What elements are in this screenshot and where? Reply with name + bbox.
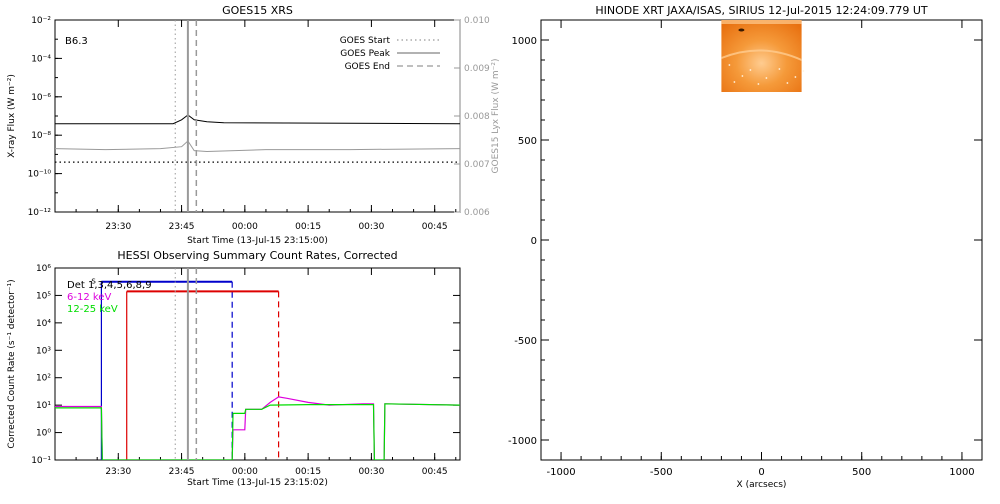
goes-series-group (55, 20, 460, 212)
goes-x-tick-label: 00:00 (232, 222, 258, 232)
xrt-title: HINODE XRT JAXA/ISAS, SIRIUS 12-Jul-2015… (595, 4, 928, 17)
xrt-y-tick-label: -500 (514, 336, 537, 347)
xrt-image-bright-point (765, 77, 768, 79)
xrt-image-bright-point (749, 69, 752, 71)
hessi-y-tick-label: 10⁵ (36, 291, 51, 301)
hessi-y-tick-label: 10⁴ (36, 319, 51, 329)
goes-y-right-tick-label: 0.009 (464, 64, 490, 74)
xrt-y-tick-label: 500 (518, 136, 537, 147)
xrt-image-bright-point (757, 83, 760, 85)
xrt-x-axis-label: X (arcsecs) (737, 480, 787, 490)
hessi-series-line (55, 396, 460, 460)
xrt-image-bright-point (741, 75, 744, 77)
goes-y-tick-label: 10⁻¹⁰ (28, 170, 52, 180)
xrt-image-bright-edge (721, 20, 802, 24)
goes-legend-label: GOES End (345, 62, 390, 72)
xrt-dark-spot (738, 28, 745, 32)
hessi-series-group (55, 268, 460, 460)
xrt-x-tick-label: 1000 (949, 467, 974, 478)
goes-title: GOES15 XRS (222, 4, 293, 17)
xrt-y-tick-label: -1000 (508, 436, 537, 447)
xrt-x-tick-label: -1000 (547, 467, 576, 478)
hessi-y-tick-label: 10⁶ (36, 264, 51, 274)
hessi-span-tag: S (91, 278, 96, 286)
hessi-y-tick-label: 10¹ (36, 401, 51, 411)
hessi-y-tick-label: 10⁰ (36, 429, 51, 439)
goes-x-axis-label: Start Time (13-Jul-15 23:15:00) (187, 236, 328, 246)
goes-x-tick-label: 23:30 (105, 222, 131, 232)
goes-y-right-tick-label: 0.006 (464, 208, 490, 218)
hessi-x-tick-label: 23:45 (169, 467, 195, 477)
hessi-legend-label: Det 1,3,4,5,6,8,9 (67, 280, 152, 291)
xrt-image-bright-point (794, 76, 797, 78)
xrt-x-tick-label: -500 (650, 467, 673, 478)
hessi-y-tick-label: 10³ (36, 346, 51, 356)
hessi-y-tick-label: 10² (36, 374, 51, 384)
xrt-y-tick-label: 0 (531, 236, 537, 247)
hessi-x-tick-label: 00:30 (358, 467, 384, 477)
xrt-limb-arc (721, 49, 803, 61)
goes-flare-class-label: B6.3 (65, 36, 88, 47)
xrt-image-bright-point (778, 68, 781, 70)
xrt-image-bright-point (728, 64, 731, 66)
goes-x-tick-label: 00:45 (422, 222, 448, 232)
goes-y-right-axis-label: GOES15 Lyx Flux (W m⁻²) (491, 59, 501, 174)
xrt-x-tick-label: 0 (758, 467, 764, 478)
goes-y-tick-label: 10⁻⁸ (31, 131, 51, 141)
xrt-image-bright-point (786, 82, 789, 84)
hessi-title: HESSI Observing Summary Count Rates, Cor… (117, 249, 397, 262)
goes-y-tick-label: 10⁻⁴ (31, 54, 51, 64)
goes-y-tick-label: 10⁻⁶ (31, 93, 51, 103)
goes-y-right-tick-label: 0.008 (464, 112, 490, 122)
hessi-series-line (55, 403, 460, 460)
goes-series-line (55, 114, 460, 125)
goes-y-axis-label: X-ray Flux (W m⁻²) (7, 74, 17, 158)
hessi-y-tick-label: 10⁻¹ (31, 456, 51, 466)
hessi-x-tick-label: 00:15 (295, 467, 321, 477)
goes-x-tick-label: 00:30 (358, 222, 384, 232)
goes-x-tick-label: 00:15 (295, 222, 321, 232)
goes-y-tick-label: 10⁻¹² (28, 208, 52, 218)
xrt-image (721, 20, 802, 92)
xrt-image-bright-point (802, 70, 805, 72)
hessi-x-tick-label: 00:45 (422, 467, 448, 477)
hessi-x-tick-label: 23:30 (105, 467, 131, 477)
xrt-x-tick-label: 500 (852, 467, 871, 478)
goes-legend-label: GOES Start (340, 36, 391, 46)
hessi-legend-label: 6-12 keV (67, 292, 111, 303)
hessi-y-axis-label: Corrected Count Rate (s⁻¹ detector⁻¹) (7, 279, 17, 448)
goes-x-tick-label: 23:45 (169, 222, 195, 232)
hessi-x-axis-label: Start Time (13-Jul-15 23:15:02) (187, 478, 328, 488)
xrt-image-bright-point (733, 81, 736, 83)
hessi-legend-label: 12-25 keV (67, 304, 118, 315)
hessi-x-tick-label: 00:00 (232, 467, 258, 477)
xrt-y-tick-label: 1000 (512, 36, 537, 47)
goes-series-line (55, 140, 460, 153)
hessi-plot-frame (54, 267, 461, 461)
goes-legend-label: GOES Peak (340, 49, 390, 59)
goes-plot-frame (54, 19, 461, 213)
goes-y-right-tick-label: 0.010 (464, 16, 490, 26)
goes-y-right-tick-label: 0.007 (464, 160, 490, 170)
goes-y-tick-label: 10⁻² (31, 16, 51, 26)
